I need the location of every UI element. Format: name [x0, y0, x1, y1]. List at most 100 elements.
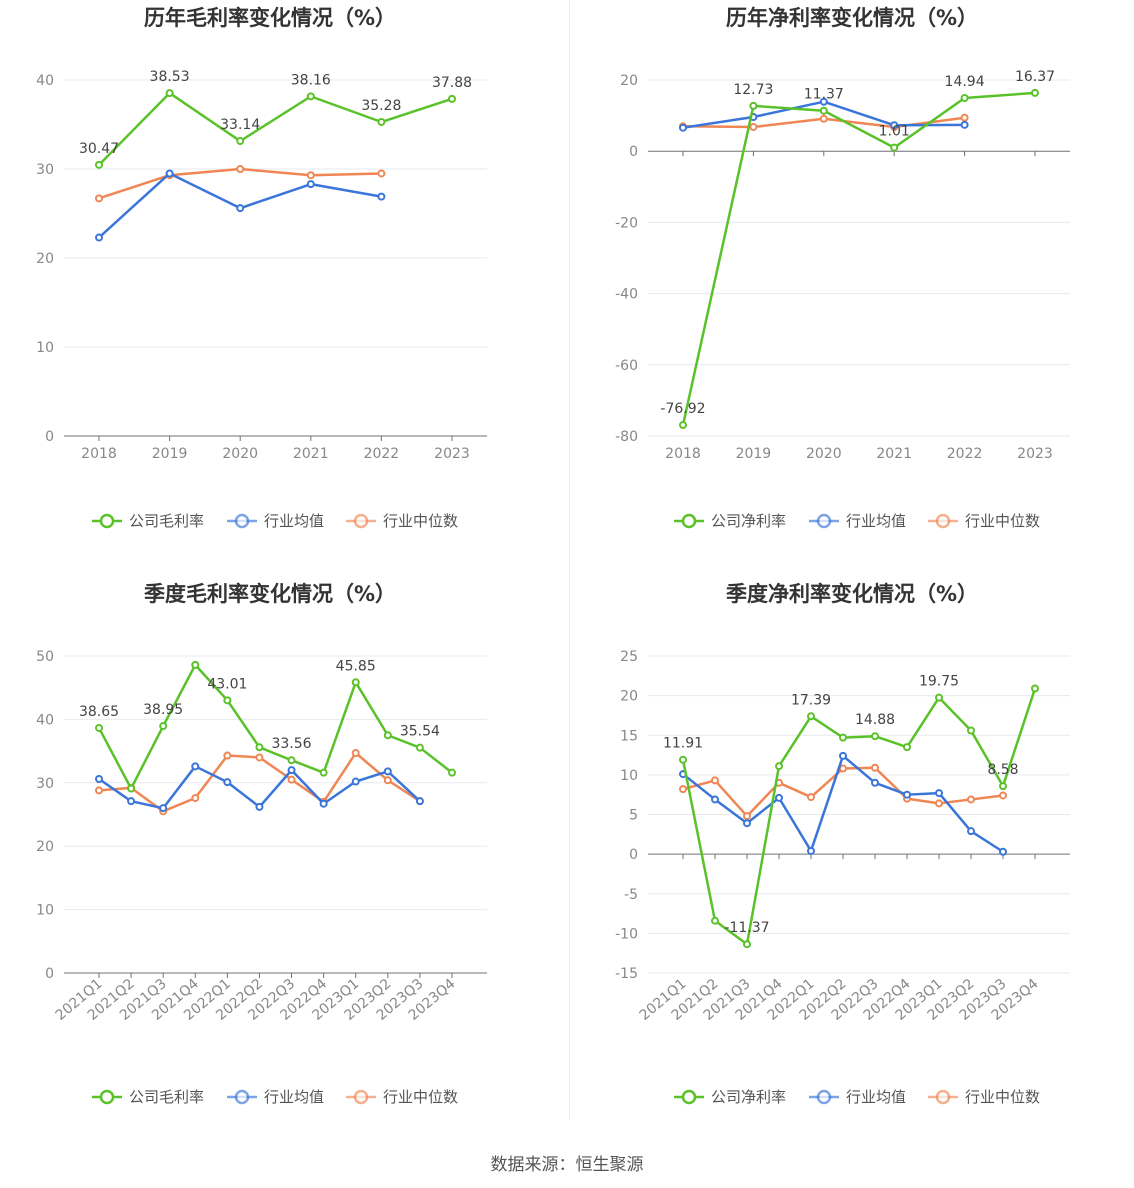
y-tick-label: 20	[36, 251, 54, 267]
y-tick-label: 40	[36, 73, 54, 89]
data-point	[967, 795, 975, 804]
data-label: 33.56	[271, 736, 311, 752]
y-tick-label: -15	[615, 966, 638, 982]
data-point	[819, 97, 828, 106]
x-tick-label: 2021	[293, 446, 329, 462]
legend-item: 行业中位数	[383, 1088, 458, 1106]
data-point	[775, 793, 783, 802]
data-point	[935, 693, 943, 702]
data-point	[223, 751, 232, 760]
data-point	[287, 775, 296, 784]
data-point	[711, 776, 719, 785]
data-point	[839, 733, 847, 742]
y-tick-label: 30	[36, 776, 54, 792]
legend-swatch-marker	[234, 513, 250, 529]
data-point	[819, 106, 828, 115]
data-point	[807, 712, 815, 721]
data-point	[743, 819, 751, 828]
data-point	[95, 786, 103, 795]
data-point	[236, 204, 245, 213]
data-point	[999, 791, 1007, 800]
data-point	[191, 660, 200, 669]
data-label: 38.95	[143, 702, 183, 718]
data-point	[191, 794, 200, 803]
series-line-0	[681, 91, 1036, 426]
data-point	[351, 678, 360, 687]
data-label: 33.14	[220, 117, 260, 133]
x-tick-label: 2020	[806, 446, 842, 462]
panel-divider	[569, 0, 570, 1120]
data-point	[839, 751, 847, 760]
data-point	[236, 165, 245, 173]
quarterly-gross-margin-panel: 季度毛利率变化情况（%） 0 10 20 30 40 50 2021Q1 2021Q2 2021Q…	[0, 576, 567, 1152]
legend-swatch-marker	[935, 1089, 951, 1105]
x-tick-label: 2021	[876, 446, 912, 462]
y-tick-label: 30	[36, 162, 54, 178]
data-point	[287, 766, 296, 775]
annual-gross-margin-chart: 历年毛利率变化情况（%） 0 10 20 30 40 2018 2019 2020 2021 202…	[36, 6, 487, 530]
data-point	[743, 812, 751, 821]
data-point	[95, 233, 103, 242]
y-tick-label: -5	[624, 887, 638, 903]
legend-item: 行业中位数	[965, 1088, 1040, 1106]
data-label: 11.91	[663, 736, 703, 752]
data-point	[383, 767, 392, 776]
series-line-2	[98, 751, 421, 813]
data-point	[351, 777, 360, 786]
chart-title: 季度净利率变化情况（%）	[726, 582, 978, 606]
data-point	[999, 847, 1007, 856]
data-point	[890, 121, 899, 130]
data-point	[743, 940, 751, 949]
data-point	[890, 143, 899, 152]
data-label: -76.92	[660, 401, 705, 417]
data-point	[415, 743, 424, 752]
data-label: 19.75	[919, 674, 959, 690]
data-label: 35.54	[400, 724, 440, 740]
data-point	[679, 421, 687, 430]
data-point	[679, 755, 687, 764]
data-point	[255, 802, 264, 811]
data-point	[819, 114, 828, 123]
legend-swatch-marker	[353, 513, 369, 529]
data-label: 16.37	[1015, 69, 1055, 85]
series-line-2	[98, 167, 382, 200]
y-tick-label: 0	[45, 966, 54, 982]
data-point	[165, 169, 174, 178]
chart-title: 历年毛利率变化情况（%）	[144, 6, 396, 30]
y-tick-label: 5	[629, 808, 638, 824]
data-point	[935, 799, 943, 808]
y-tick-label: 10	[620, 768, 638, 784]
series-line-0	[681, 688, 1037, 946]
data-point	[679, 123, 687, 132]
data-point	[319, 799, 328, 808]
data-point	[377, 118, 386, 127]
data-label: 11.37	[804, 87, 844, 103]
data-point	[159, 722, 168, 731]
data-point	[255, 753, 264, 762]
data-point	[448, 768, 456, 777]
data-point	[960, 120, 969, 129]
series-line-1	[98, 765, 421, 810]
x-tick-label: 2018	[665, 446, 701, 462]
data-label: 38.53	[150, 69, 190, 85]
y-tick-label: 25	[620, 649, 638, 665]
legend-swatch-marker	[681, 513, 697, 529]
legend-item: 行业均值	[846, 512, 906, 530]
legend-item: 公司毛利率	[129, 512, 204, 530]
series-line-0	[97, 663, 453, 790]
data-label: 38.65	[79, 704, 119, 720]
data-point	[415, 797, 424, 806]
data-point	[1031, 88, 1039, 97]
data-point	[711, 795, 719, 804]
data-point	[306, 171, 315, 180]
annual-net-margin-chart: 历年净利率变化情况（%） -80 -60 -40 -20 0 20 2018 2019 2020 2…	[615, 6, 1070, 530]
data-point	[903, 790, 911, 799]
data-point	[236, 137, 245, 146]
data-point	[999, 782, 1007, 791]
data-point	[306, 180, 315, 189]
data-point	[95, 194, 103, 203]
x-tick-label: 2022	[364, 446, 400, 462]
data-point	[127, 784, 136, 793]
data-label: 35.28	[361, 98, 401, 114]
data-point	[223, 696, 232, 705]
